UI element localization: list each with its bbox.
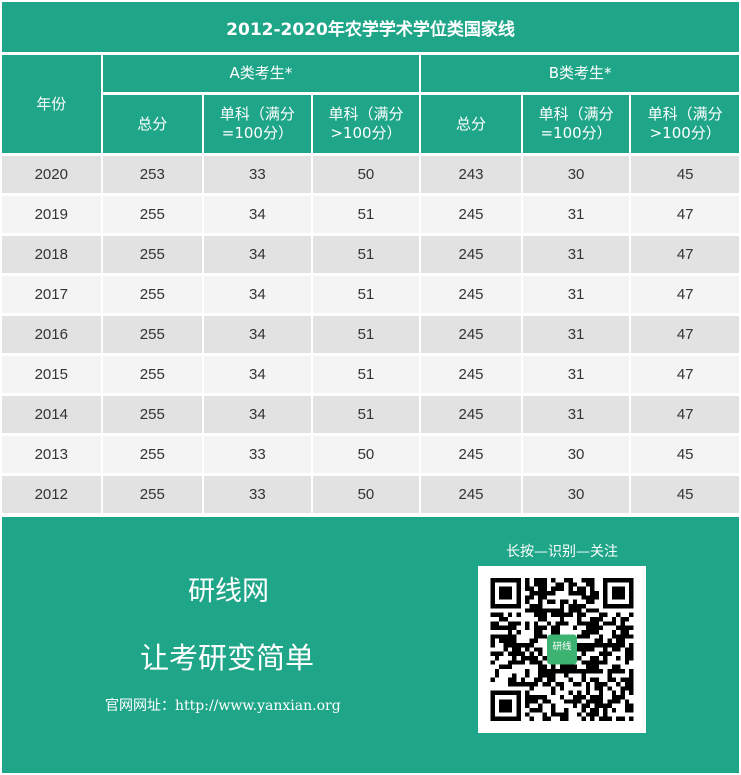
qr-logo [546, 634, 578, 665]
cell-a-single-over100: 51 [312, 316, 420, 353]
table-row: 2020 253 33 50 243 30 45 [2, 156, 739, 193]
cell-a-single100: 34 [204, 196, 311, 233]
cell-b-total: 243 [421, 156, 521, 193]
cell-a-single-over100: 50 [312, 476, 420, 513]
cell-b-single100: 31 [522, 236, 630, 273]
cell-b-total: 245 [421, 236, 521, 273]
header-a-single-over100: 单科（满分>100分） [312, 95, 420, 153]
cell-b-single-over100: 47 [631, 236, 739, 273]
cell-b-single100: 30 [522, 476, 630, 513]
cell-b-total: 245 [421, 396, 521, 433]
cell-b-total: 245 [421, 196, 521, 233]
score-table: 年份 A类考生* B类考生* 总分 单科（满分=100分） 单科（满分>100分… [0, 52, 741, 516]
cell-a-single100: 34 [204, 356, 311, 393]
cell-a-total: 255 [102, 396, 203, 433]
cell-a-single-over100: 51 [312, 276, 420, 313]
cell-b-single100: 30 [522, 436, 630, 473]
cell-b-single100: 31 [522, 396, 630, 433]
cell-a-total: 255 [102, 436, 203, 473]
table-row: 2013 255 33 50 245 30 45 [2, 436, 739, 473]
cell-a-single-over100: 51 [312, 196, 420, 233]
cell-year: 2020 [2, 156, 101, 193]
cell-a-single100: 33 [204, 156, 311, 193]
table-row: 2012 255 33 50 245 30 45 [2, 476, 739, 513]
cell-b-total: 245 [421, 316, 521, 353]
cell-b-single100: 30 [522, 156, 630, 193]
header-a-total: 总分 [102, 95, 203, 153]
table-row: 2016 255 34 51 245 31 47 [2, 316, 739, 353]
cell-a-single100: 33 [204, 436, 311, 473]
cell-a-total: 255 [102, 356, 203, 393]
cell-b-total: 245 [421, 356, 521, 393]
cell-year: 2017 [2, 276, 101, 313]
table-row: 2015 255 34 51 245 31 47 [2, 356, 739, 393]
cell-b-total: 245 [421, 476, 521, 513]
cell-a-single-over100: 51 [312, 396, 420, 433]
qr-code[interactable]: 研线 [478, 566, 646, 733]
cell-b-single100: 31 [522, 276, 630, 313]
header-group-a: A类考生* [102, 55, 420, 92]
header-group-b: B类考生* [421, 55, 739, 92]
cell-year: 2016 [2, 316, 101, 353]
cell-year: 2014 [2, 396, 101, 433]
cell-a-single-over100: 50 [312, 156, 420, 193]
cell-b-single-over100: 45 [631, 436, 739, 473]
cell-year: 2013 [2, 436, 101, 473]
cell-a-total: 255 [102, 276, 203, 313]
page-title: 2012-2020年农学学术学位类国家线 [2, 2, 739, 52]
cell-b-single-over100: 45 [631, 156, 739, 193]
cell-a-single100: 34 [204, 236, 311, 273]
website-link[interactable]: 官网网址：http://www.yanxian.org [105, 698, 341, 714]
cell-b-single-over100: 47 [631, 396, 739, 433]
cell-a-single100: 34 [204, 396, 311, 433]
header-a-single100: 单科（满分=100分） [204, 95, 311, 153]
cell-b-single-over100: 47 [631, 356, 739, 393]
brand-name: 研线网 [188, 576, 269, 607]
cell-b-single100: 31 [522, 316, 630, 353]
header-year: 年份 [2, 55, 101, 153]
table-row: 2018 255 34 51 245 31 47 [2, 236, 739, 273]
table-row: 2017 255 34 51 245 31 47 [2, 276, 739, 313]
header-b-single-over100: 单科（满分>100分） [631, 95, 739, 153]
cell-b-single100: 31 [522, 196, 630, 233]
cell-a-single-over100: 51 [312, 236, 420, 273]
cell-a-total: 255 [102, 476, 203, 513]
cell-year: 2019 [2, 196, 101, 233]
header-b-single100: 单科（满分=100分） [522, 95, 630, 153]
footer-banner: 研线网 让考研变简单 官网网址：http://www.yanxian.org 长… [2, 517, 739, 773]
cell-a-total: 255 [102, 316, 203, 353]
cell-year: 2018 [2, 236, 101, 273]
table-row: 2014 255 34 51 245 31 47 [2, 396, 739, 433]
table-row: 2019 255 34 51 245 31 47 [2, 196, 739, 233]
cell-a-total: 253 [102, 156, 203, 193]
cell-a-single-over100: 51 [312, 356, 420, 393]
cell-a-single100: 34 [204, 276, 311, 313]
cell-b-single-over100: 47 [631, 276, 739, 313]
cell-a-total: 255 [102, 236, 203, 273]
cell-b-single-over100: 45 [631, 476, 739, 513]
cell-b-single-over100: 47 [631, 316, 739, 353]
svg-text:研线: 研线 [552, 641, 572, 653]
cell-year: 2012 [2, 476, 101, 513]
cell-a-single100: 33 [204, 476, 311, 513]
cell-a-total: 255 [102, 196, 203, 233]
cell-b-single-over100: 47 [631, 196, 739, 233]
cell-b-total: 245 [421, 276, 521, 313]
cell-b-total: 245 [421, 436, 521, 473]
cell-a-single-over100: 50 [312, 436, 420, 473]
qr-label: 长按—识别—关注 [506, 544, 618, 560]
cell-a-single100: 34 [204, 316, 311, 353]
slogan: 让考研变简单 [140, 641, 315, 675]
cell-b-single100: 31 [522, 356, 630, 393]
cell-year: 2015 [2, 356, 101, 393]
header-b-total: 总分 [421, 95, 521, 153]
